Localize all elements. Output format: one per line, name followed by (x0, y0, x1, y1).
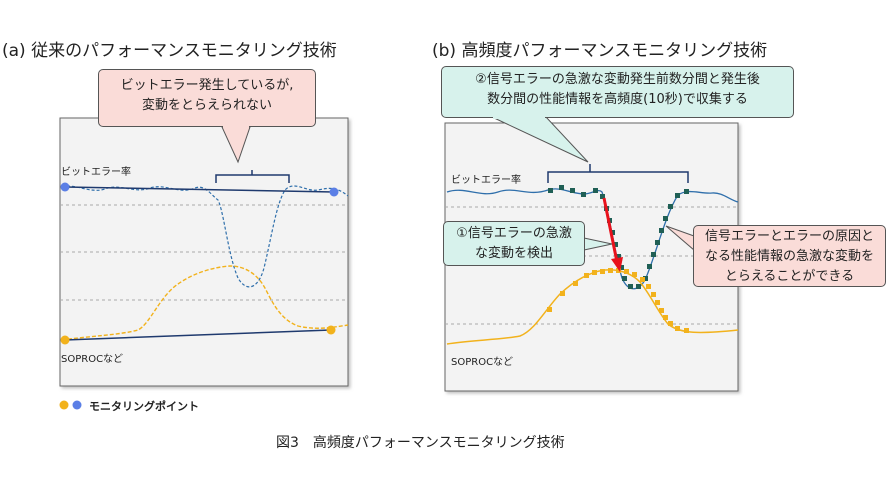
figure-caption: 図3 高頻度パフォーマンスモニタリング技術 (276, 435, 565, 451)
soproc-marker (675, 326, 680, 331)
soproc-marker (573, 281, 578, 286)
soproc-marker (659, 308, 664, 313)
soproc-marker (655, 300, 660, 305)
soproc-marker (663, 315, 668, 320)
soproc-marker (560, 291, 565, 296)
panel-b-detect-callout: ①信号エラーの急激 な変動を検出 (443, 221, 585, 266)
soproc-marker (624, 269, 629, 274)
soproc-marker (640, 277, 645, 282)
panel-b-soproc-label: SOPROCなど (451, 357, 514, 368)
panel-b-red-arrow (602, 197, 619, 263)
panel-a-ber-label: ビットエラー率 (61, 167, 131, 178)
panel-b-bracket (547, 164, 689, 183)
ber-marker (684, 189, 689, 194)
panel-b-ber-label: ビットエラー率 (451, 175, 521, 186)
panel-a-ber-monitor-line (64, 186, 335, 193)
soproc-marker (616, 268, 621, 273)
panel-a-orange-point (326, 325, 336, 335)
soproc-marker (651, 292, 656, 297)
panel-b-callout-tail-mask (493, 116, 545, 119)
ber-marker (628, 284, 633, 289)
ber-marker (651, 252, 656, 257)
panel-a-orange-point (60, 335, 70, 345)
panel-a-bracket (215, 170, 290, 183)
soproc-marker (584, 273, 589, 278)
ber-marker (659, 228, 664, 233)
soproc-marker (592, 270, 597, 275)
ber-marker (616, 254, 621, 259)
ber-marker (559, 185, 564, 190)
panel-b-soproc-markers (547, 268, 689, 333)
ber-marker (663, 216, 668, 221)
panel-a-callout-tail-mask (223, 125, 249, 128)
ber-marker (622, 276, 627, 281)
soproc-marker (646, 284, 651, 289)
legend-blue-dot (72, 400, 82, 410)
legend-orange-dot (59, 400, 69, 410)
ber-marker (619, 265, 624, 270)
ber-marker (581, 192, 586, 197)
panel-a-title: (a) 従来のパフォーマンスモニタリング技術 (2, 41, 337, 61)
soproc-marker (547, 307, 552, 312)
panel-b-red-arrowhead (611, 257, 623, 272)
ber-marker (570, 188, 575, 193)
ber-marker (643, 276, 648, 281)
soproc-marker (608, 268, 613, 273)
ber-marker (593, 188, 598, 193)
panel-a-soproc-wave (61, 265, 349, 341)
legend-label: モニタリングポイント (89, 400, 199, 413)
ber-marker (613, 242, 618, 247)
panel-a-soproc-monitor-line (64, 329, 332, 341)
soproc-marker (632, 272, 637, 277)
panel-a-soproc-label: SOPROCなど (61, 354, 124, 365)
ber-marker (647, 264, 652, 269)
panel-b-right-callout: 信号エラーとエラーの原因と なる性能情報の急激な変動を とらえることができる (693, 225, 886, 287)
ber-marker (675, 193, 680, 198)
panel-a-callout: ビットエラー発生しているが, 変動をとらえられない (98, 69, 316, 127)
ber-marker (600, 194, 605, 199)
ber-marker (636, 284, 641, 289)
panel-a-blue-point (60, 182, 70, 192)
panel-b-top-callout: ②信号エラーの急激な変動発生前数分間と発生後 数分間の性能情報を高頻度(10秒)… (441, 66, 794, 118)
panel-b-title: (b) 高頻度パフォーマンスモニタリング技術 (432, 41, 768, 61)
ber-marker (548, 188, 553, 193)
soproc-marker (668, 321, 673, 326)
ber-marker (668, 204, 673, 209)
panel-a-blue-point (329, 187, 339, 197)
ber-marker (655, 240, 660, 245)
soproc-marker (684, 328, 689, 333)
soproc-marker (600, 269, 605, 274)
panel-a-ber-wave (61, 185, 349, 288)
